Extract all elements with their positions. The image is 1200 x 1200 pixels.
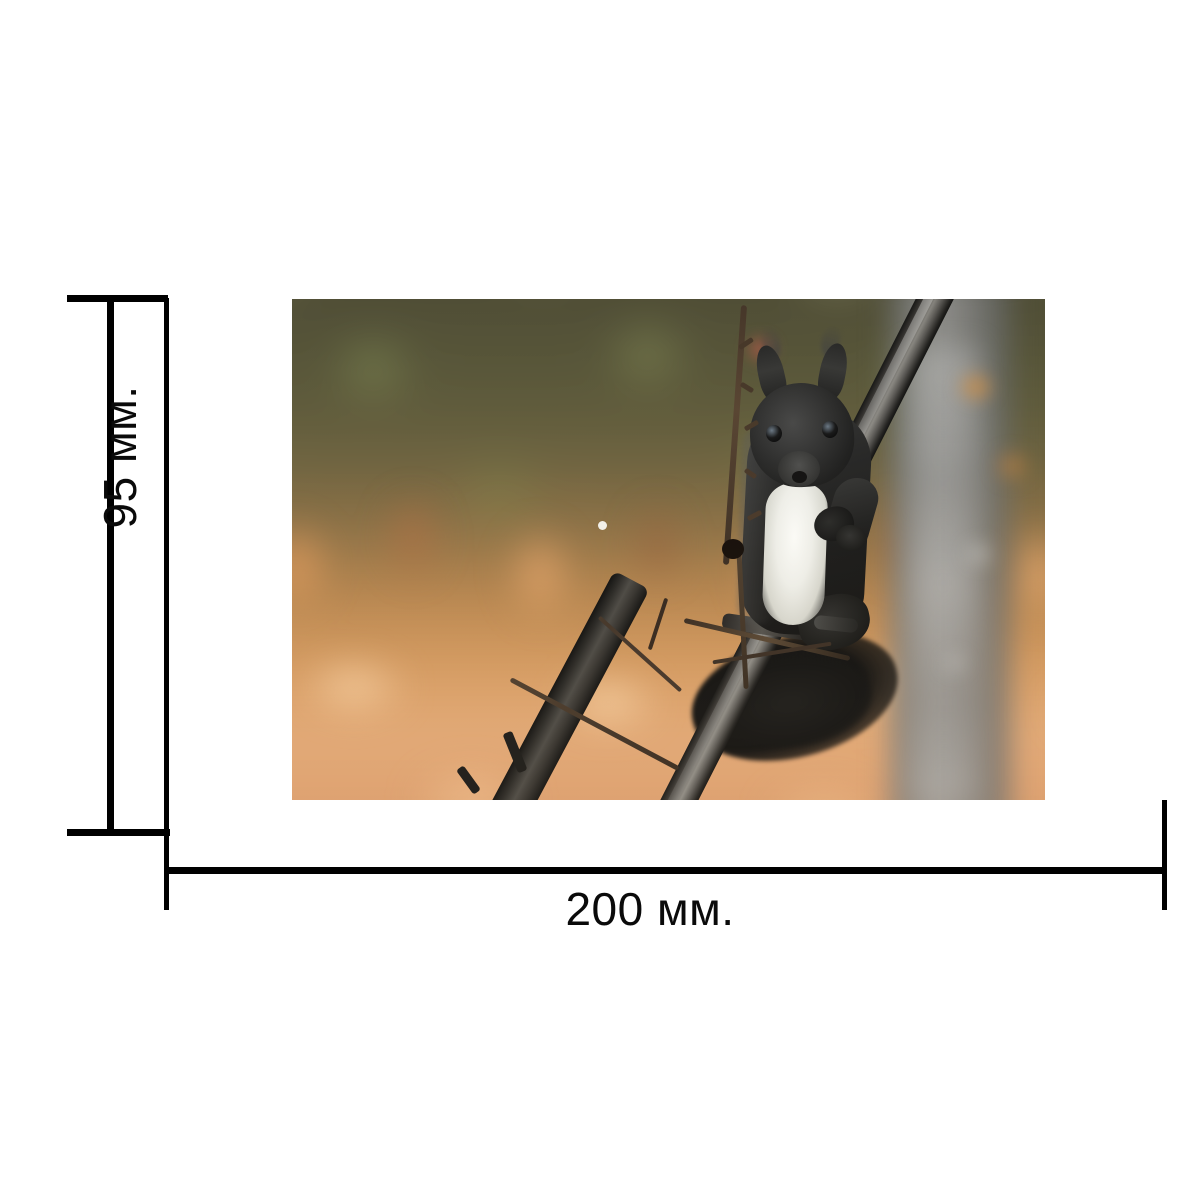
height-dimension-label: 95 мм. [94, 385, 146, 529]
squirrel-white-chest [761, 481, 829, 627]
squirrel-gripping-paw [722, 539, 744, 559]
orange-bokeh-spot-1 [954, 369, 997, 406]
height-dimension-bottom-tick [67, 829, 170, 836]
orange-bokeh-spot-2 [992, 449, 1033, 484]
width-dimension-line [164, 867, 1165, 874]
light-bokeh-spot-1 [962, 539, 997, 570]
width-extension-line-right [1162, 800, 1167, 910]
width-dimension-label: 200 мм. [565, 883, 735, 935]
squirrel-eye-right [822, 421, 838, 438]
height-dimension-line [107, 298, 114, 835]
width-extension-line-left [164, 298, 169, 910]
squirrel-photo [292, 299, 1045, 800]
twig-bud-highlight [598, 521, 607, 530]
squirrel-nose [792, 471, 807, 483]
height-dimension-top-tick [67, 295, 168, 302]
light-bokeh-spot-2 [939, 649, 970, 676]
background-trunk-highlight [909, 349, 978, 800]
squirrel-eye-left [766, 425, 782, 442]
